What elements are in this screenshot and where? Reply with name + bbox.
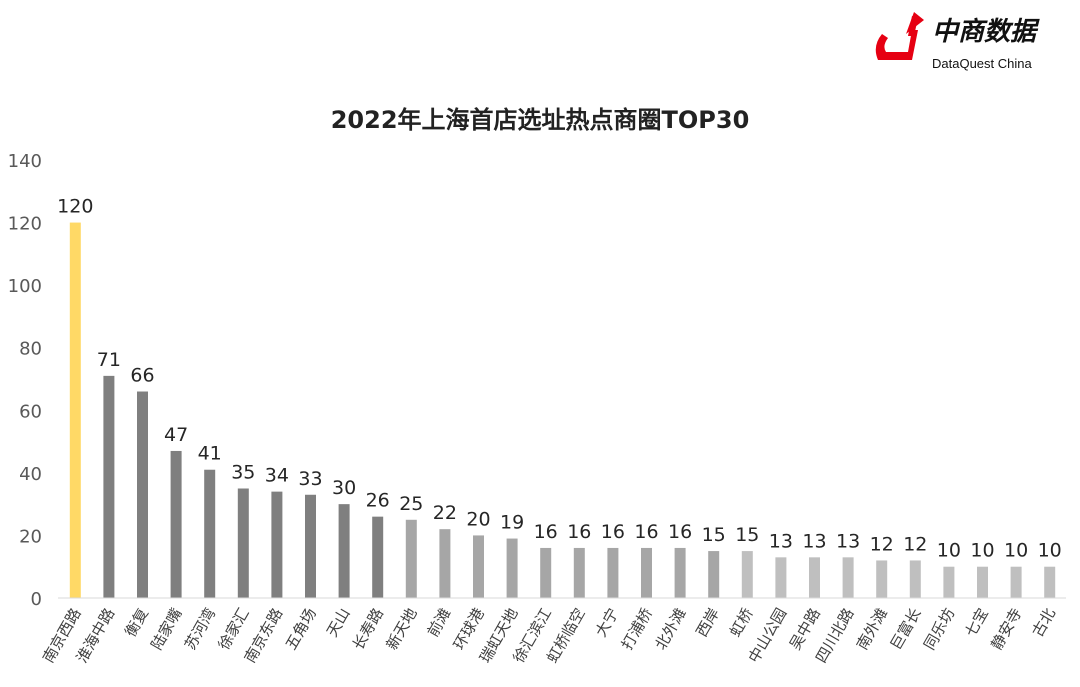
- chart-title: 2022年上海首店选址热点商圈TOP30: [331, 106, 750, 134]
- bar: [809, 557, 820, 598]
- bar: [540, 547, 552, 598]
- data-label: 25: [399, 493, 423, 515]
- data-label: 10: [970, 540, 994, 562]
- x-tick-label: 静安寺: [987, 605, 1025, 653]
- data-label: 22: [433, 502, 457, 524]
- x-tick-label: 五角场: [282, 605, 320, 653]
- data-label: 10: [937, 540, 961, 562]
- y-tick-label: 60: [19, 401, 42, 422]
- y-tick-label: 0: [31, 589, 42, 610]
- x-tick-label: 虹桥: [726, 605, 757, 640]
- data-label: 13: [836, 530, 860, 552]
- logo-mark-icon: [875, 12, 924, 60]
- y-tick-label: 40: [19, 464, 42, 485]
- bar: [1010, 566, 1022, 598]
- x-tick-label: 苏河湾: [181, 605, 219, 653]
- bar: [943, 566, 955, 598]
- data-label: 66: [130, 365, 154, 387]
- data-label: 10: [1004, 540, 1028, 562]
- logo-text-en: DataQuest China: [932, 56, 1032, 71]
- y-axis: 0 20 40 60 80 100 120 140: [8, 151, 42, 610]
- y-tick-label: 20: [19, 526, 42, 547]
- x-tick-label: 打浦桥: [618, 605, 656, 653]
- bar: [909, 560, 921, 598]
- data-label: 16: [534, 521, 558, 543]
- x-tick-label: 长寿路: [349, 605, 387, 653]
- y-tick-label: 140: [8, 151, 42, 172]
- data-label: 41: [198, 443, 222, 465]
- bar: [69, 222, 81, 599]
- data-label: 13: [802, 530, 826, 552]
- bar: [1044, 566, 1056, 598]
- x-tick-label: 前滩: [424, 605, 455, 640]
- data-label: 16: [601, 521, 625, 543]
- y-tick-label: 100: [8, 276, 42, 297]
- data-label: 47: [164, 424, 188, 446]
- x-tick-label: 巨富长: [887, 605, 925, 653]
- bar: [775, 557, 787, 598]
- data-label: 15: [735, 524, 759, 546]
- data-label: 12: [870, 533, 894, 555]
- logo-text-cn: 中商数据: [932, 17, 1037, 47]
- x-tick-label: 大宁: [592, 605, 623, 640]
- bar: [137, 391, 148, 598]
- x-tick-label: 南外滩: [853, 605, 891, 653]
- data-label: 12: [903, 533, 927, 555]
- x-tick-label: 北外滩: [651, 605, 689, 653]
- bar: [271, 491, 283, 598]
- bar: [103, 375, 115, 598]
- bar: [641, 547, 652, 598]
- x-tick-label: 天山: [323, 605, 354, 640]
- dataquest-logo: 中商数据 DataQuest China: [868, 6, 1073, 76]
- data-label: 10: [1038, 540, 1062, 562]
- data-label: 71: [97, 349, 121, 371]
- data-label: 16: [567, 521, 591, 543]
- x-tick-label: 西岸: [693, 605, 724, 640]
- bar: [674, 547, 686, 598]
- bar: [237, 488, 249, 598]
- bar: [405, 519, 417, 598]
- data-label: 13: [769, 530, 793, 552]
- y-tick-label: 80: [19, 339, 42, 360]
- data-label: 33: [298, 468, 322, 490]
- x-tick-label: 新天地: [383, 605, 421, 653]
- x-tick-label: 古北: [1029, 605, 1060, 640]
- data-label: 16: [634, 521, 658, 543]
- data-label: 19: [500, 512, 524, 534]
- bar: [204, 469, 216, 598]
- bar: [741, 551, 753, 598]
- bar: [876, 560, 888, 598]
- bar: [473, 535, 484, 598]
- data-label: 120: [57, 196, 93, 218]
- bar: [977, 566, 988, 598]
- bar: [607, 547, 619, 598]
- bar: [170, 450, 182, 598]
- bar: [506, 538, 518, 598]
- data-label: 34: [265, 465, 289, 487]
- bar: [305, 494, 316, 598]
- bar: [338, 504, 350, 598]
- data-label: 26: [366, 490, 390, 512]
- y-tick-label: 120: [8, 214, 42, 235]
- x-tick-label: 衡复: [121, 605, 152, 640]
- data-label: 20: [466, 508, 490, 530]
- data-label: 15: [702, 524, 726, 546]
- x-tick-label: 陆家嘴: [147, 605, 185, 653]
- data-label: 16: [668, 521, 692, 543]
- bar: [439, 529, 451, 598]
- data-label: 35: [231, 462, 255, 484]
- bar: [708, 551, 720, 598]
- bar: [573, 547, 585, 598]
- bar: [372, 516, 384, 598]
- data-label: 30: [332, 477, 356, 499]
- bar: [842, 557, 854, 598]
- bars-group: 120南京西路71淮海中路66衡复47陆家嘴41苏河湾35徐家汇34南京东路33…: [39, 196, 1062, 666]
- x-tick-label: 同乐坊: [920, 605, 958, 653]
- x-tick-label: 七宝: [961, 605, 992, 640]
